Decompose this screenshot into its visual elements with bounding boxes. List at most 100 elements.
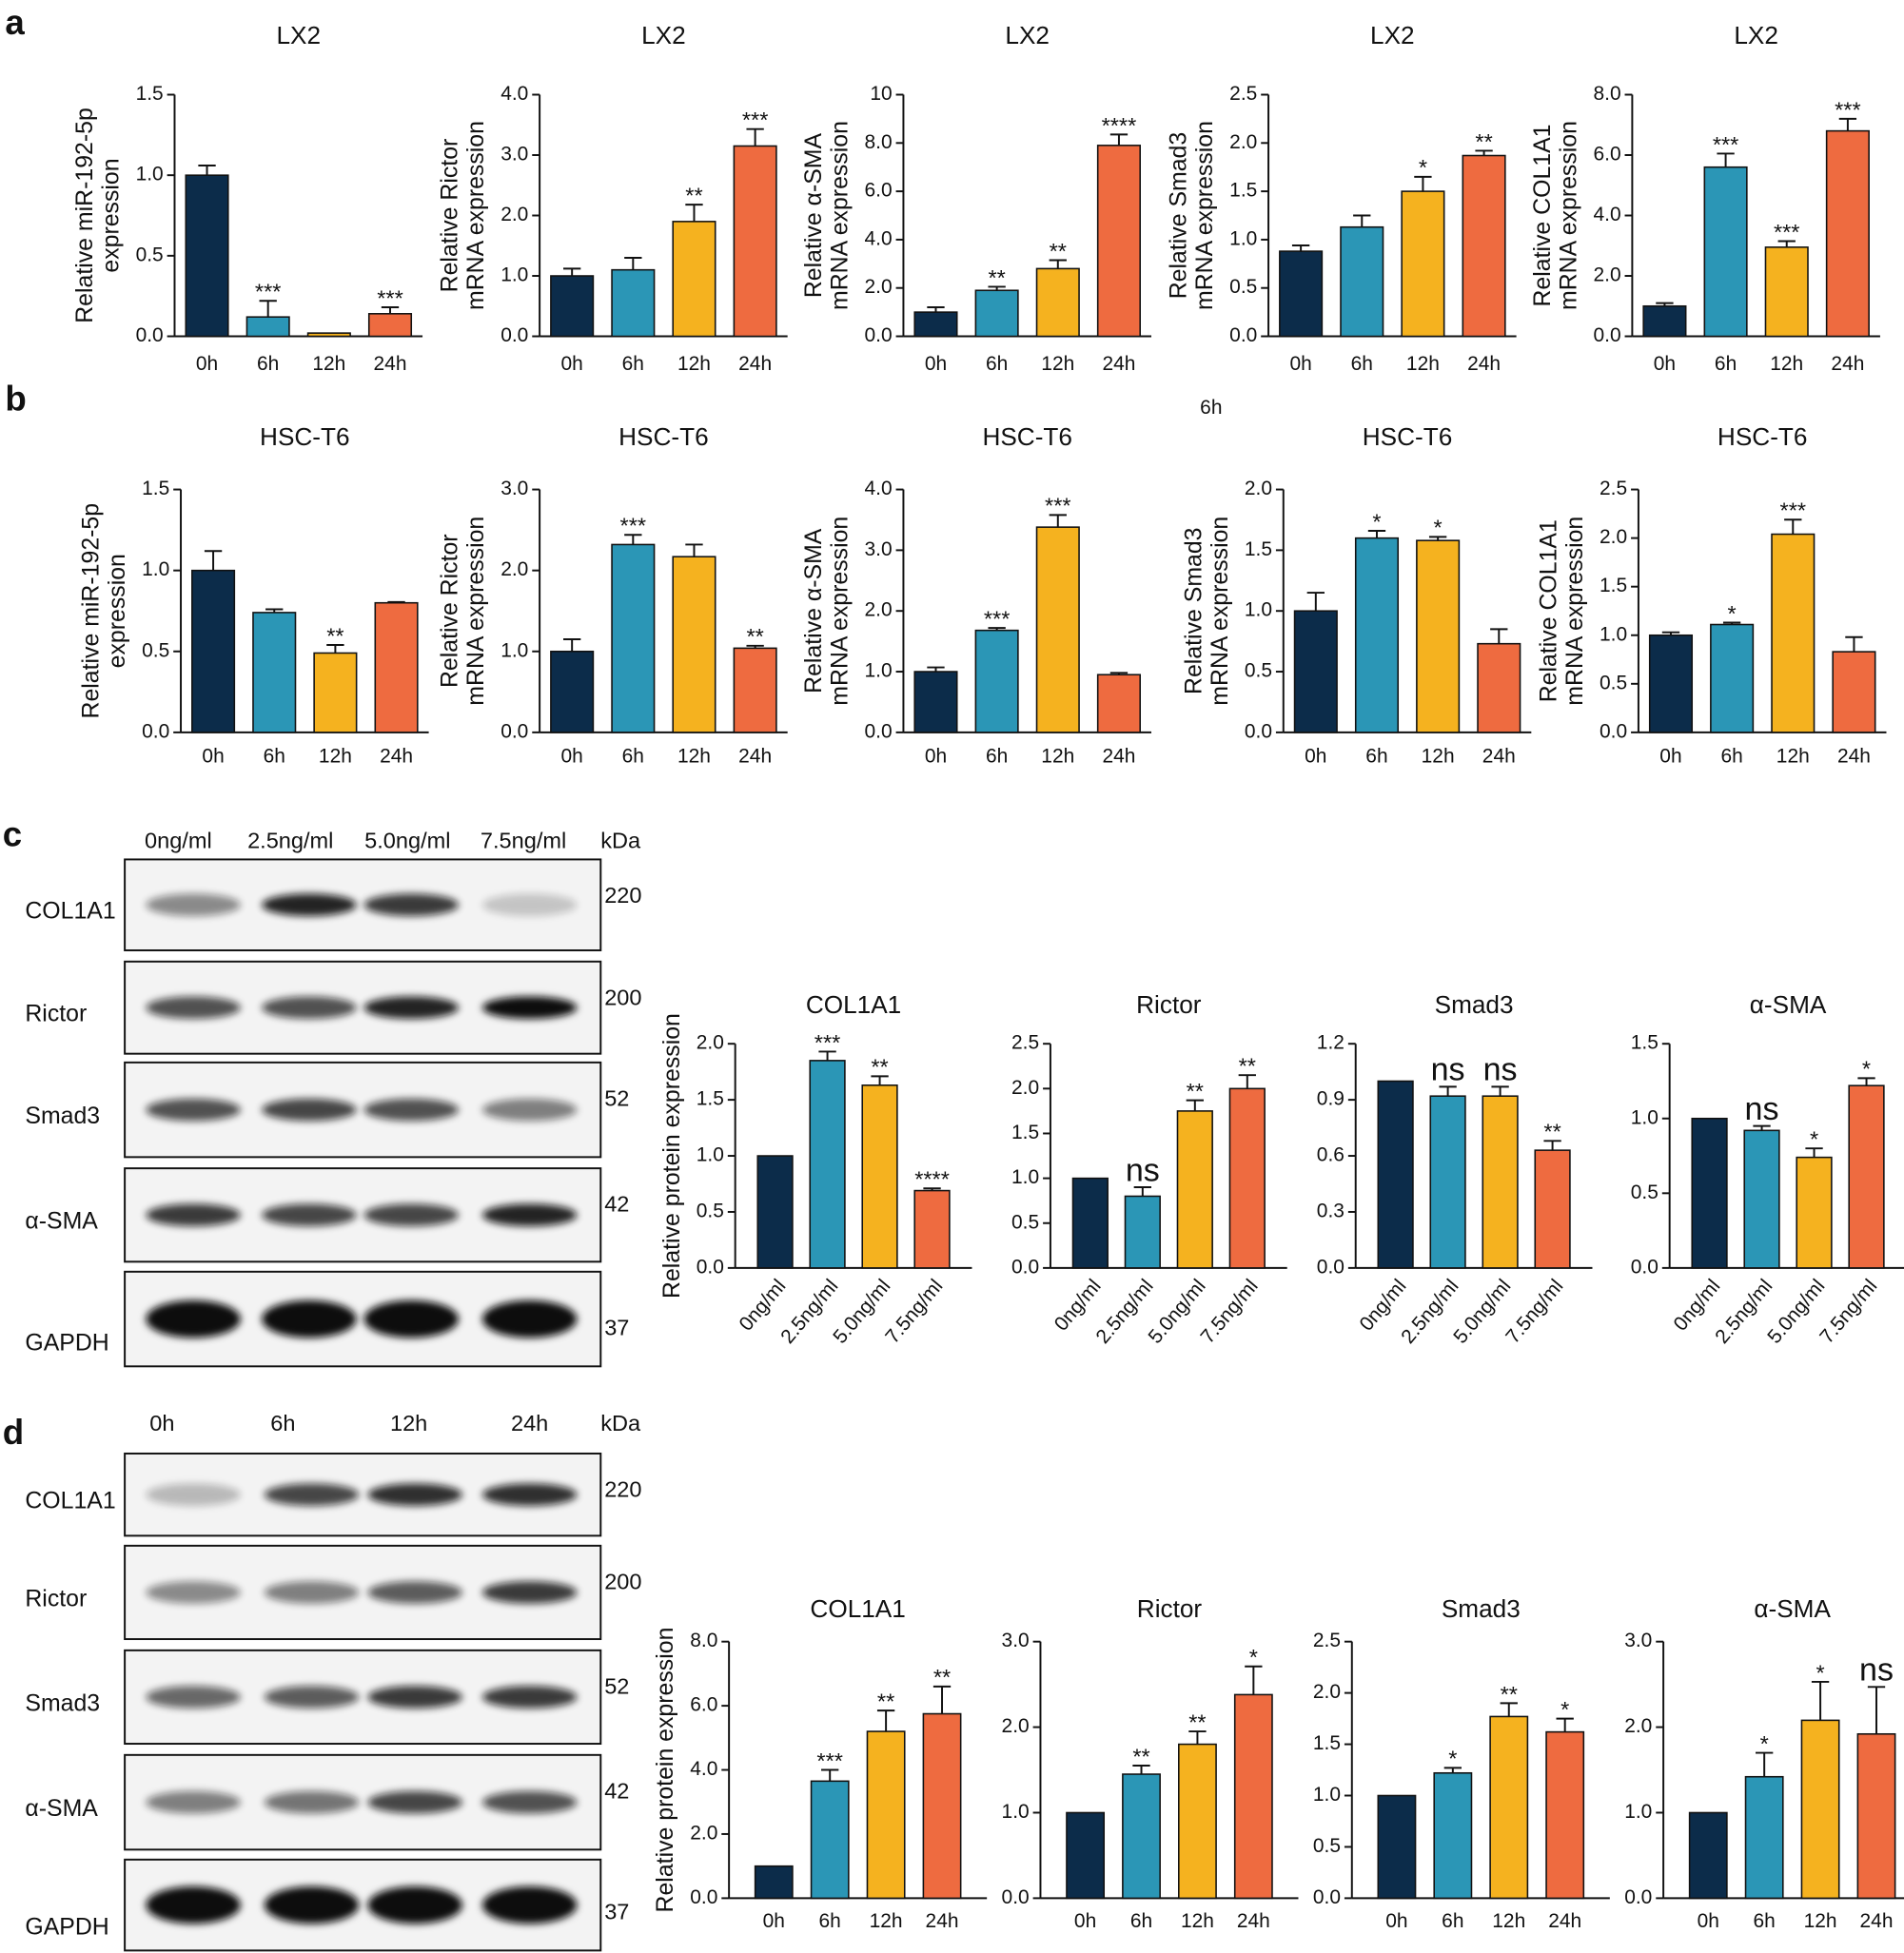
significance-label: **: [1132, 1744, 1149, 1768]
error-bar: [1188, 1730, 1207, 1745]
significance-label: ***: [984, 606, 1011, 631]
significance-label: ns: [1126, 1152, 1160, 1188]
kda-label: 220: [604, 883, 641, 908]
y-tick-label: 4.0: [1593, 204, 1620, 225]
bar: [672, 556, 716, 733]
bar: [1035, 526, 1080, 733]
y-tick-label: 0.0: [1011, 1256, 1039, 1278]
significance-label: *: [1728, 601, 1737, 626]
y-tick-label: 1.0: [136, 164, 164, 186]
x-tick-label: 12h: [1041, 353, 1074, 375]
x-tick-label: 6h: [1351, 353, 1373, 375]
y-axis-label: mRNA expression: [462, 121, 489, 310]
significance-label: **: [1239, 1054, 1256, 1079]
error-bar: [1245, 1665, 1263, 1695]
y-axis-label: Relative COL1A1: [1536, 519, 1562, 702]
y-tick-label: 0.0: [697, 1256, 724, 1278]
x-tick-label: 6h: [819, 1910, 841, 1932]
y-axis-label: Relative COL1A1: [1529, 124, 1556, 306]
bar: [913, 671, 958, 733]
significance-label: ***: [377, 285, 403, 310]
blot-band: [367, 1790, 462, 1814]
y-axis-label: Relative miR-192-5p: [71, 107, 98, 323]
blot-band: [363, 1299, 460, 1338]
bar: [1482, 1095, 1519, 1269]
y-tick-label: 3.0: [1002, 1630, 1030, 1651]
y-tick-label: 0.0: [865, 324, 893, 346]
y-tick-label: 1.5: [1229, 180, 1257, 202]
x-tick-label: 0h: [561, 353, 583, 375]
blot-band: [367, 1885, 462, 1924]
significance-label: **: [1475, 129, 1492, 154]
bar: [191, 569, 236, 733]
y-tick-label: 3.0: [1624, 1630, 1652, 1651]
blot-band: [481, 1483, 578, 1506]
significance-label: *: [1862, 1057, 1871, 1082]
y-tick-label: 2.0: [1600, 526, 1627, 548]
y-tick-label: 0.6: [1317, 1144, 1345, 1166]
significance-label: ns: [1483, 1052, 1518, 1088]
chart-title: COL1A1: [806, 990, 901, 1019]
y-tick-label: 2.5: [1011, 1032, 1039, 1054]
y-tick-label: 1.0: [1631, 1106, 1659, 1128]
blot-band: [481, 1686, 578, 1709]
blot-band: [481, 1098, 578, 1122]
error-bar: [1049, 259, 1067, 269]
y-tick-label: 0.0: [865, 720, 893, 742]
y-tick-label: 2.0: [697, 1032, 724, 1054]
significance-label: ***: [1774, 220, 1800, 244]
error-bar: [624, 534, 642, 545]
y-tick-label: 0.0: [142, 720, 169, 742]
bar: [252, 612, 297, 733]
x-tick-label: 24h: [1548, 1910, 1581, 1932]
y-axis-label: Relative miR-192-5p: [78, 503, 105, 719]
chart-title: Rictor: [1136, 990, 1202, 1019]
y-tick-label: 0.5: [1631, 1182, 1659, 1203]
y-tick-label: 6.0: [1593, 144, 1620, 166]
y-tick-label: 1.0: [1229, 227, 1257, 249]
blot-band: [262, 893, 357, 916]
x-tick-label: 12h: [677, 746, 711, 768]
x-tick-label: 0h: [1305, 746, 1326, 768]
blot-band: [363, 893, 460, 916]
chart-title: HSC-T6: [1718, 422, 1808, 451]
x-tick-label: 12h: [1422, 746, 1455, 768]
error-bar: [1777, 240, 1796, 247]
x-tick-label: 24h: [1237, 1910, 1270, 1932]
bar: [306, 332, 351, 338]
y-tick-label: 0.5: [1245, 660, 1272, 682]
significance-label: ***: [620, 514, 647, 538]
error-bar: [1439, 1085, 1457, 1097]
y-tick-label: 0.5: [1600, 672, 1627, 693]
error-bar: [871, 1075, 889, 1085]
chart-title: Smad3: [1435, 990, 1514, 1019]
error-bar: [988, 627, 1006, 631]
y-tick-label: 1.2: [1317, 1032, 1345, 1054]
bar: [1648, 634, 1694, 733]
x-tick-label: 24h: [738, 746, 772, 768]
chart-title: HSC-T6: [260, 422, 350, 451]
significance-label: ****: [914, 1167, 950, 1192]
y-tick-label: 1.5: [1245, 538, 1272, 560]
bar: [974, 289, 1019, 338]
chart-title: LX2: [1005, 21, 1050, 49]
x-tick-label: 12h: [1804, 1910, 1837, 1932]
significance-label: **: [746, 624, 763, 649]
lane-label: 24h: [511, 1411, 548, 1435]
y-tick-label: 2.0: [1593, 264, 1620, 286]
y-tick-label: 1.5: [1011, 1122, 1039, 1143]
y-tick-label: 2.0: [1245, 478, 1272, 499]
bar: [611, 543, 656, 733]
protein-label: GAPDH: [25, 1913, 108, 1940]
chart-title: LX2: [641, 21, 686, 49]
bar: [809, 1060, 846, 1269]
y-tick-label: 2.0: [1011, 1077, 1039, 1099]
bar: [861, 1084, 898, 1269]
bar: [672, 221, 716, 338]
significance-label: *: [1249, 1645, 1258, 1670]
bar: [1416, 539, 1461, 733]
x-tick-label: 6h: [986, 746, 1008, 768]
chart-title: HSC-T6: [1363, 422, 1453, 451]
error-bar: [1306, 592, 1325, 612]
